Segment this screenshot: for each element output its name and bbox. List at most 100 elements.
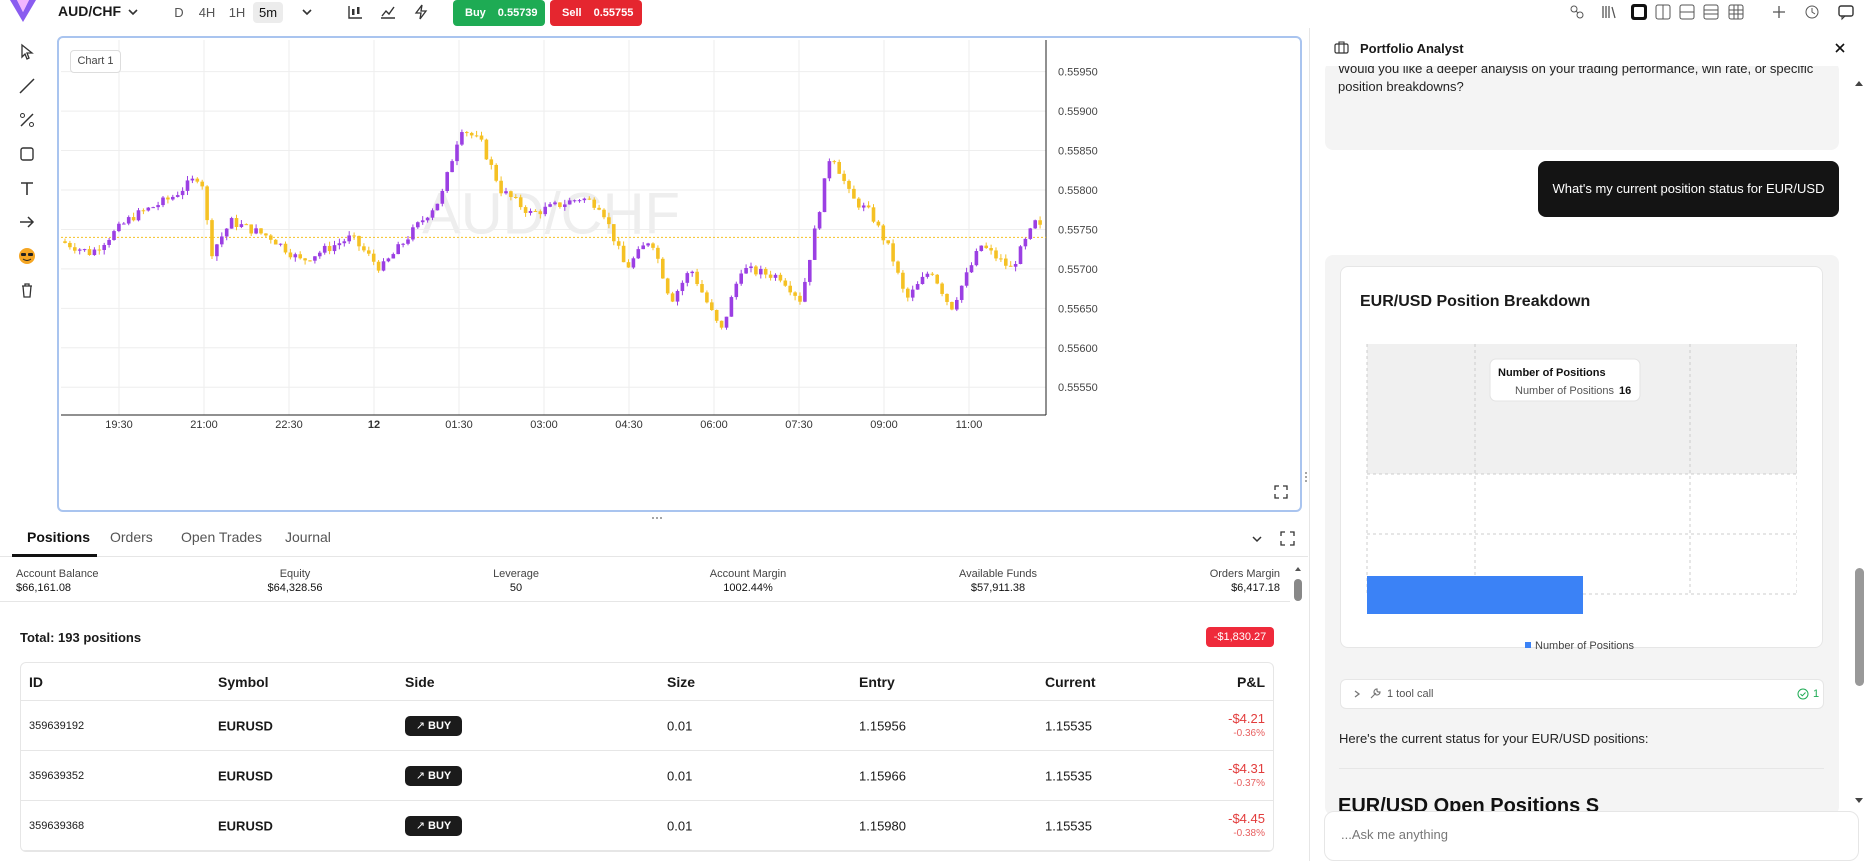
y-tick-label: 0.55900 (1058, 106, 1098, 118)
candlestick-icon[interactable] (346, 3, 364, 21)
chevron-down-icon[interactable] (302, 7, 312, 17)
column-header[interactable]: Size (667, 673, 696, 690)
table-row[interactable]: 359639352 EURUSD ↗ BUY 0.01 1.15966 1.15… (21, 751, 1273, 801)
chevron-down-icon[interactable] (128, 7, 138, 17)
layout-split-vertical-icon[interactable] (1654, 3, 1672, 21)
resize-handle-icon[interactable] (1303, 470, 1309, 484)
timeframe-d[interactable]: D (174, 5, 184, 20)
price-chart[interactable]: 0.55950 0.55900 0.55850 0.55800 0.55750 0.557… (57, 36, 1302, 512)
candle-body (136, 210, 141, 221)
trash-icon[interactable] (17, 280, 37, 300)
timeframe-1h[interactable]: 1H (228, 5, 246, 20)
column-header[interactable]: Entry (859, 673, 895, 690)
expand-icon[interactable] (1280, 531, 1295, 546)
library-icon[interactable] (1600, 3, 1618, 21)
chevron-right-icon[interactable] (1353, 690, 1361, 698)
table-row[interactable]: 359639368 EURUSD ↗ BUY 0.01 1.15980 1.15… (21, 801, 1273, 851)
candle-body (808, 259, 812, 282)
add-icon[interactable] (1770, 3, 1788, 21)
table-header: ID Symbol Side Size Entry Current P&L (21, 663, 1273, 701)
candle-body (303, 258, 307, 261)
timeframe-5m[interactable]: 5m (253, 2, 283, 23)
column-header[interactable]: Current (1045, 673, 1096, 690)
layout-single-icon[interactable] (1630, 3, 1648, 21)
position-id: 359639352 (29, 769, 85, 782)
candle-body (719, 320, 724, 328)
symbol-selector[interactable]: AUD/CHF (58, 3, 121, 19)
chat-input[interactable]: ...Ask me anything (1324, 811, 1859, 861)
history-icon[interactable] (1803, 3, 1821, 21)
position-entry: 1.15966 (859, 768, 906, 783)
tab-positions[interactable]: Positions (27, 529, 91, 545)
x-tick-label: 01:30 (445, 419, 473, 431)
rectangle-icon[interactable] (17, 144, 37, 164)
percent-icon[interactable] (17, 110, 37, 130)
tab-orders[interactable]: Orders (110, 529, 153, 545)
candle-body (783, 280, 788, 286)
fullscreen-icon[interactable] (1274, 485, 1288, 499)
candle-body (386, 258, 391, 262)
candle-body (690, 271, 694, 274)
candle-body (1004, 258, 1008, 266)
column-header[interactable]: Symbol (218, 673, 269, 690)
buy-button[interactable]: Buy 0.55739 (453, 0, 545, 26)
candle-body (910, 289, 915, 298)
sell-price: 0.55755 (593, 7, 634, 19)
candle-body (259, 228, 263, 234)
status-text: Here's the current status for your EUR/U… (1339, 731, 1649, 746)
tab-open-trades[interactable]: Open Trades (181, 529, 262, 545)
divider (1339, 768, 1824, 769)
candle-body (210, 220, 214, 257)
table-row[interactable]: 359639192 EURUSD ↗ BUY 0.01 1.15956 1.15… (21, 701, 1273, 751)
alert-lightning-icon[interactable] (412, 3, 430, 21)
candlestick-chart[interactable]: 0.55950 0.55900 0.55850 0.55800 0.55750 0.557… (59, 38, 1304, 514)
section-heading: EUR/USD Open Positions S (1338, 795, 1600, 815)
position-bar-chart[interactable]: Number of Positions Number of Positions Nu… (1365, 344, 1797, 654)
close-icon[interactable] (1834, 42, 1846, 54)
candle-body (955, 299, 959, 310)
column-header[interactable]: P&L (1237, 673, 1265, 690)
chart-watermark: AUD/CHF (422, 182, 680, 247)
scrollbar[interactable] (1292, 563, 1304, 861)
column-header[interactable]: Side (405, 673, 435, 690)
candle-body (567, 200, 572, 205)
chevron-down-icon[interactable] (1251, 533, 1263, 545)
layout-grid-icon[interactable] (1727, 3, 1745, 21)
y-tick-label: 0.55850 (1058, 146, 1098, 158)
layout-split-horizontal-icon[interactable] (1678, 3, 1696, 21)
candle-body (876, 221, 881, 226)
sell-button[interactable]: Sell 0.55755 (550, 0, 642, 26)
candle-body (651, 243, 655, 248)
candle-body (224, 228, 229, 237)
side-badge: ↗ BUY (405, 765, 462, 786)
cursor-icon[interactable] (17, 42, 37, 62)
text-icon[interactable] (17, 178, 37, 198)
chat-icon[interactable] (1837, 3, 1855, 21)
candle-body (964, 272, 969, 286)
arrow-icon[interactable] (17, 212, 37, 232)
candle-body (852, 188, 856, 199)
candle-body (582, 198, 587, 201)
column-header[interactable]: ID (29, 673, 43, 690)
candle-body (469, 132, 474, 136)
x-tick-label: 09:00 (870, 419, 898, 431)
chart-label[interactable]: Chart 1 (70, 50, 121, 73)
briefcase-icon (1334, 41, 1349, 54)
candle-body (1023, 238, 1028, 247)
candle-body (940, 283, 944, 294)
link-icon[interactable] (1568, 3, 1586, 21)
resize-handle-icon[interactable] (650, 515, 664, 521)
emoji-icon[interactable] (17, 246, 37, 266)
candle-body (548, 204, 552, 207)
timeframe-4h[interactable]: 4H (198, 5, 216, 20)
scrollbar[interactable] (1852, 72, 1866, 812)
layout-three-rows-icon[interactable] (1702, 3, 1720, 21)
candle-body (126, 217, 131, 224)
tab-journal[interactable]: Journal (285, 529, 331, 545)
candle-body (739, 273, 743, 284)
candle-body (759, 268, 763, 275)
trend-line-icon[interactable] (17, 76, 37, 96)
indicator-chart-icon[interactable] (379, 3, 397, 21)
candle-body (533, 210, 538, 212)
tool-call-row[interactable]: 1 tool call 1 (1340, 679, 1824, 709)
